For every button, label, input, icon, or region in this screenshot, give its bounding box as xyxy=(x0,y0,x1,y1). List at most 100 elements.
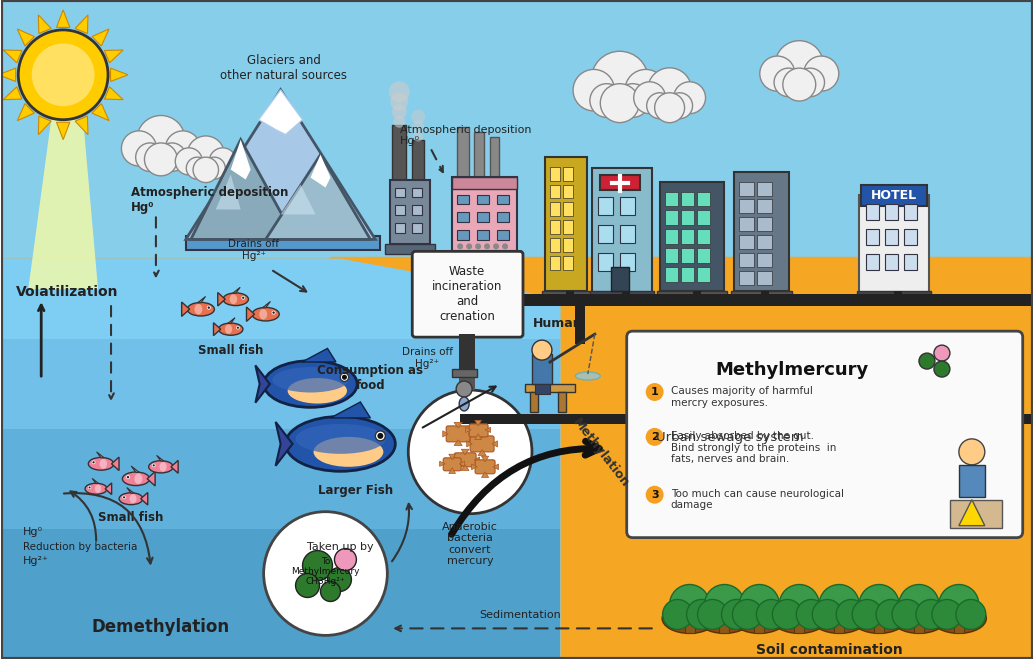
Bar xyxy=(452,369,477,377)
Bar xyxy=(457,194,469,204)
Polygon shape xyxy=(310,155,331,188)
Circle shape xyxy=(899,584,939,625)
Text: 1: 1 xyxy=(650,387,659,397)
Polygon shape xyxy=(92,479,98,484)
Circle shape xyxy=(739,584,780,625)
Circle shape xyxy=(573,69,614,111)
Bar xyxy=(457,231,469,241)
Circle shape xyxy=(392,104,406,119)
Bar xyxy=(1,429,559,529)
Text: Glaciers and
other natural sources: Glaciers and other natural sources xyxy=(220,54,347,82)
Circle shape xyxy=(127,476,129,479)
Circle shape xyxy=(757,600,786,629)
Circle shape xyxy=(121,131,156,166)
Circle shape xyxy=(655,93,685,123)
Bar xyxy=(1,529,559,659)
Circle shape xyxy=(484,243,490,249)
Bar xyxy=(720,611,729,633)
Bar xyxy=(413,223,422,233)
Bar xyxy=(731,292,792,299)
Circle shape xyxy=(176,148,203,175)
Bar xyxy=(457,127,469,178)
Text: Larger Fish: Larger Fish xyxy=(317,484,393,497)
Bar xyxy=(497,231,509,241)
Polygon shape xyxy=(478,450,486,455)
Circle shape xyxy=(646,93,672,119)
Polygon shape xyxy=(255,366,270,403)
Polygon shape xyxy=(472,464,477,470)
Bar xyxy=(452,176,517,188)
Bar xyxy=(413,206,422,215)
Circle shape xyxy=(837,600,866,629)
Bar xyxy=(477,231,489,241)
Bar xyxy=(562,184,573,198)
Bar xyxy=(1,0,559,200)
Bar xyxy=(660,182,725,292)
Polygon shape xyxy=(141,492,148,505)
Bar xyxy=(685,611,695,633)
Ellipse shape xyxy=(159,462,166,471)
Polygon shape xyxy=(233,288,240,293)
Circle shape xyxy=(796,600,826,629)
Bar xyxy=(785,374,794,424)
Bar xyxy=(657,292,728,299)
Bar xyxy=(665,267,677,282)
Bar xyxy=(460,414,1033,424)
Text: Volatilization: Volatilization xyxy=(17,286,119,299)
Bar xyxy=(566,292,574,301)
Ellipse shape xyxy=(662,603,717,633)
Circle shape xyxy=(934,345,950,361)
Circle shape xyxy=(272,311,275,314)
Bar xyxy=(861,184,926,206)
Text: Demethylation: Demethylation xyxy=(92,619,230,637)
Bar xyxy=(497,212,509,223)
Polygon shape xyxy=(454,422,462,428)
Bar xyxy=(866,254,879,270)
Text: Human: Human xyxy=(534,317,583,330)
Circle shape xyxy=(186,157,208,179)
Polygon shape xyxy=(197,296,206,303)
Text: Hg²⁺: Hg²⁺ xyxy=(23,556,50,566)
Bar xyxy=(859,194,929,294)
Bar xyxy=(757,271,772,286)
Ellipse shape xyxy=(85,483,108,494)
Bar xyxy=(739,200,755,214)
Polygon shape xyxy=(451,457,456,463)
Bar xyxy=(679,334,785,344)
Bar xyxy=(598,198,613,215)
Polygon shape xyxy=(75,116,88,135)
Polygon shape xyxy=(156,455,163,461)
Bar xyxy=(680,249,694,263)
Polygon shape xyxy=(92,104,109,121)
Bar xyxy=(954,611,964,633)
Ellipse shape xyxy=(932,603,986,633)
Ellipse shape xyxy=(697,603,752,633)
Bar xyxy=(452,176,517,251)
Bar xyxy=(1,379,559,469)
Polygon shape xyxy=(18,104,34,121)
Polygon shape xyxy=(266,155,370,239)
Circle shape xyxy=(645,486,664,504)
Polygon shape xyxy=(131,466,140,473)
Circle shape xyxy=(590,84,624,118)
Ellipse shape xyxy=(252,307,279,321)
Ellipse shape xyxy=(264,361,357,407)
Bar xyxy=(558,392,566,412)
Polygon shape xyxy=(227,318,235,323)
Circle shape xyxy=(390,93,408,111)
Polygon shape xyxy=(57,10,70,27)
Ellipse shape xyxy=(122,472,150,486)
Polygon shape xyxy=(216,175,241,210)
Text: Hg⁰: Hg⁰ xyxy=(23,527,43,537)
Polygon shape xyxy=(246,307,254,321)
Circle shape xyxy=(852,600,882,629)
Bar xyxy=(413,188,422,198)
Polygon shape xyxy=(182,302,189,317)
Bar xyxy=(531,354,552,384)
Polygon shape xyxy=(475,434,482,440)
Circle shape xyxy=(393,116,405,128)
Ellipse shape xyxy=(223,293,248,305)
Bar xyxy=(550,239,559,253)
Circle shape xyxy=(955,600,985,629)
Bar xyxy=(757,200,772,214)
